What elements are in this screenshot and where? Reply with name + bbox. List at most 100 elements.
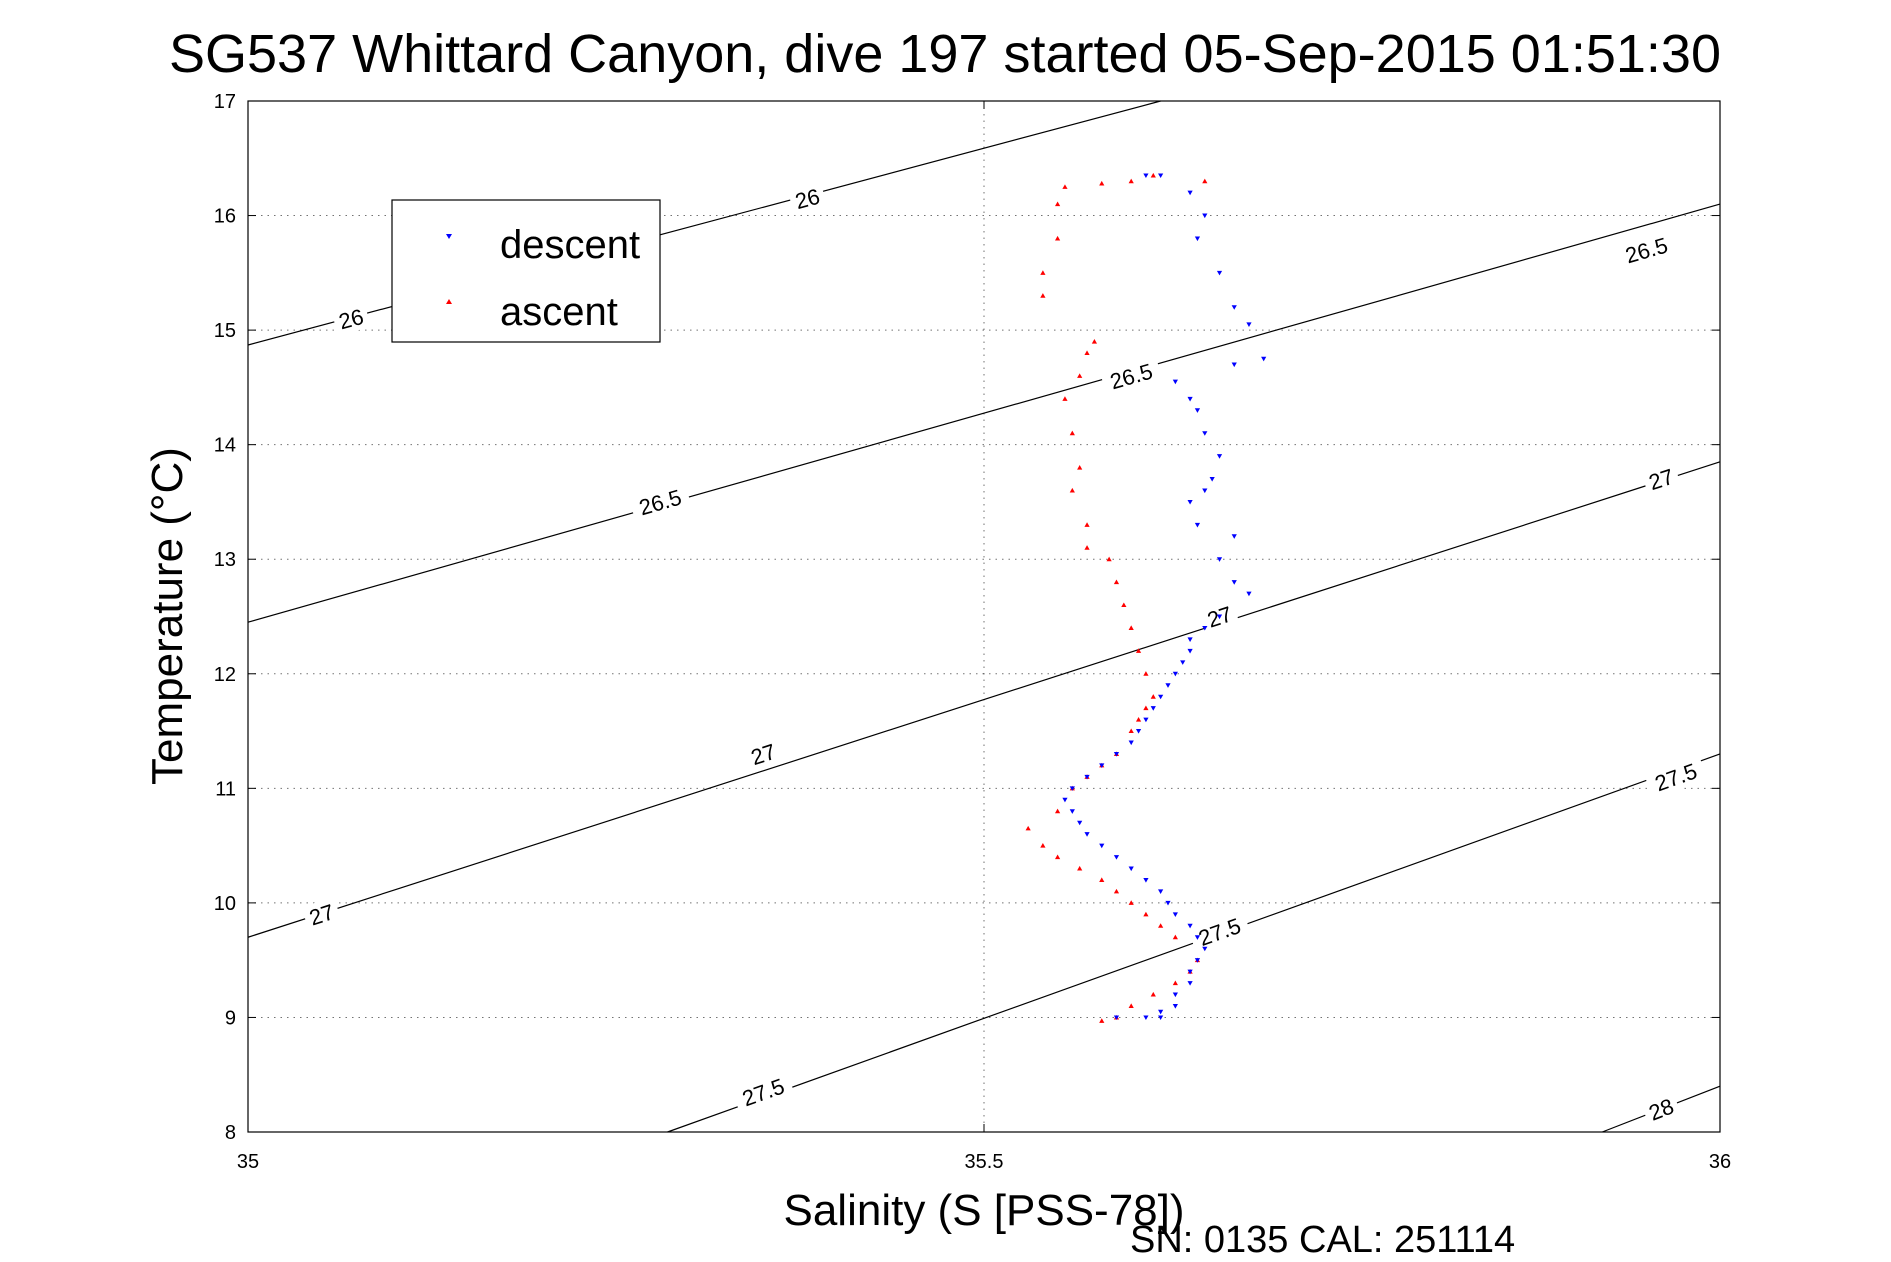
ascent-point: [1040, 843, 1046, 848]
descent-point: [1202, 431, 1208, 436]
legend-descent-label: descent: [500, 223, 640, 267]
contour-label: 27.5: [1195, 913, 1244, 951]
descent-point: [1180, 660, 1186, 665]
descent-point: [1128, 740, 1134, 746]
descent-point: [1216, 270, 1223, 276]
descent-point: [1099, 843, 1105, 849]
ascent-point: [1062, 396, 1068, 401]
descent-point: [1216, 614, 1223, 620]
ascent-point: [1150, 694, 1156, 699]
descent-point: [1158, 1015, 1164, 1021]
contour-label-bg: [301, 896, 342, 932]
ascent-point: [1077, 865, 1083, 871]
y-axis-label: Temperature (°C): [143, 447, 192, 785]
descent-point: [1209, 477, 1215, 482]
descent-point: [1231, 534, 1237, 539]
ascent-point: [1128, 625, 1134, 630]
y-tick-label: 17: [214, 91, 236, 113]
ascent-point: [1135, 717, 1142, 722]
descent-point: [1246, 591, 1252, 597]
descent-point: [1216, 454, 1223, 459]
ascent-point: [1128, 900, 1134, 905]
descent-point: [1135, 729, 1142, 734]
descent-point: [1172, 1003, 1178, 1009]
descent-point: [1165, 683, 1171, 688]
ascent-point: [1091, 338, 1097, 344]
descent-point: [1069, 786, 1075, 791]
ascent-point: [1128, 1003, 1134, 1008]
descent-point: [1084, 774, 1090, 780]
ascent-point: [1069, 487, 1075, 493]
contour-label-bg: [1099, 355, 1163, 397]
descent-point: [1194, 935, 1201, 940]
descent-point: [1194, 522, 1201, 528]
descent-point: [1084, 832, 1090, 837]
x-axis-label: Salinity (S [PSS-78]): [783, 1186, 1184, 1235]
y-tick-label: 8: [225, 1122, 236, 1144]
contour-label: 27.5: [739, 1073, 788, 1111]
descent-point: [1172, 379, 1178, 385]
ascent-point: [1055, 201, 1061, 207]
descent-point: [1231, 305, 1237, 310]
isopycnal-26.5: [247, 203, 1721, 623]
descent-point: [1150, 706, 1156, 711]
ascent-series: [1025, 172, 1208, 1023]
descent-point: [1231, 362, 1237, 368]
descent-point: [1165, 900, 1171, 906]
isopycnal-27: [247, 461, 1721, 938]
descent-point: [1187, 923, 1193, 929]
y-tick-label: 15: [214, 320, 236, 342]
ascent-point: [1040, 270, 1046, 275]
ascent-point: [1143, 705, 1149, 711]
isopycnal-26: [247, 100, 1161, 346]
legend-descent-marker: [446, 234, 452, 239]
contour-label-bg: [628, 481, 692, 523]
legend-ascent-marker: [446, 299, 452, 304]
axis-ticks: 35 35.5 36 8 9 10 11 12 13 14 15 16 17: [214, 91, 1731, 1173]
descent-point: [1113, 1015, 1120, 1021]
descent-point: [1231, 580, 1237, 585]
ascent-point: [1084, 350, 1090, 356]
ascent-point: [1121, 602, 1127, 608]
ascent-point: [1143, 911, 1149, 917]
descent-point: [1113, 855, 1120, 860]
descent-point: [1194, 408, 1201, 413]
contour-label-bg: [331, 301, 371, 336]
descent-point: [1143, 1015, 1149, 1021]
descent-point: [1187, 190, 1193, 196]
ascent-point: [1055, 808, 1061, 814]
ascent-point: [1077, 464, 1083, 470]
ascent-point: [1150, 172, 1156, 178]
ascent-point: [1202, 178, 1208, 184]
ascent-point: [1158, 923, 1164, 928]
y-tick-label: 12: [214, 664, 236, 686]
ascent-point: [1069, 430, 1075, 436]
contour-label-bg: [743, 736, 784, 772]
ascent-point: [1150, 991, 1156, 997]
ascent-point: [1077, 373, 1083, 378]
chart-title: SG537 Whittard Canyon, dive 197 started …: [169, 24, 1721, 84]
descent-point: [1202, 213, 1208, 219]
descent-point: [1077, 820, 1083, 826]
serial-calibration: SN: 0135 CAL: 251114: [1130, 1219, 1515, 1261]
descent-point: [1187, 499, 1193, 505]
descent-point: [1187, 969, 1193, 975]
contour-label: 26.5: [1107, 359, 1155, 395]
ascent-point: [1113, 579, 1120, 585]
descent-point: [1158, 889, 1164, 895]
ascent-point: [1099, 180, 1105, 186]
grid-lines: [248, 101, 1720, 1132]
contour-label-bg: [1640, 1090, 1682, 1128]
descent-point: [1202, 488, 1208, 494]
descent-point: [1194, 236, 1201, 242]
descent-point: [1187, 637, 1193, 643]
y-tick-label: 9: [225, 1007, 236, 1029]
contour-label-bg: [1640, 461, 1682, 497]
x-tick-label: 35: [237, 1151, 259, 1173]
x-tick-label: 35.5: [965, 1151, 1004, 1173]
ascent-point: [1106, 556, 1112, 562]
y-tick-label: 13: [214, 549, 236, 571]
descent-point: [1069, 809, 1075, 814]
